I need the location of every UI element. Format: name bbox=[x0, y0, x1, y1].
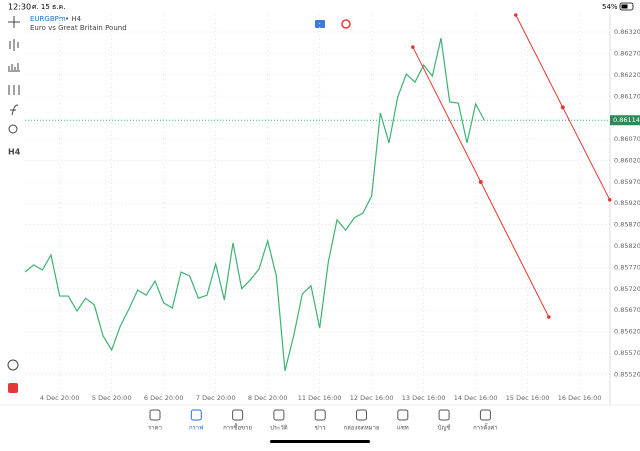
trendline-handle bbox=[547, 315, 551, 319]
nav-icon[interactable] bbox=[438, 409, 450, 421]
nav-label[interactable]: แชท bbox=[397, 425, 409, 432]
x-tick-label: 13 Dec 16:00 bbox=[402, 394, 446, 402]
nav-label[interactable]: กล่องจดหมาย bbox=[343, 425, 379, 432]
y-tick-label: 0.85570 bbox=[614, 349, 640, 357]
x-tick-label: 5 Dec 20:00 bbox=[92, 394, 132, 402]
price-line bbox=[24, 37, 485, 372]
y-tick-label: 0.86220 bbox=[614, 71, 640, 79]
nav-label[interactable]: กราฟ bbox=[189, 425, 203, 432]
nav-label[interactable]: ราคา bbox=[148, 425, 162, 432]
nav-icon[interactable] bbox=[356, 409, 367, 421]
y-tick-label: 0.85770 bbox=[614, 263, 640, 271]
bottom-icon[interactable] bbox=[7, 359, 19, 371]
y-tick-label: 0.86020 bbox=[614, 156, 640, 164]
y-tick-label: 0.86170 bbox=[614, 92, 640, 100]
current-price-box bbox=[610, 115, 640, 126]
nav-label[interactable]: การตั้งค่า bbox=[473, 422, 497, 432]
y-tick-label: 0.85920 bbox=[614, 199, 640, 207]
y-tick-label: 0.85720 bbox=[614, 285, 640, 293]
x-tick-label: 4 Dec 20:00 bbox=[40, 394, 80, 402]
y-tick-label: 0.85970 bbox=[614, 178, 640, 186]
nav-icon[interactable] bbox=[232, 409, 244, 421]
status-battery: 54% bbox=[602, 3, 618, 11]
y-tick-label: 0.85820 bbox=[614, 242, 640, 250]
x-tick-label: 15 Dec 16:00 bbox=[506, 394, 550, 402]
x-tick-label: 16 Dec 16:00 bbox=[558, 394, 602, 402]
nav-label[interactable]: ข่าว bbox=[315, 425, 326, 432]
nav-label[interactable]: บัญชี bbox=[438, 424, 451, 432]
nav-icon[interactable] bbox=[314, 409, 326, 421]
toolbar-icons bbox=[7, 16, 20, 371]
y-tick-label: 0.86070 bbox=[614, 135, 640, 143]
battery-icon bbox=[619, 2, 634, 11]
timeframe-button[interactable]: H4 bbox=[8, 148, 21, 157]
status-date: ศ. 15 ธ.ค. bbox=[32, 3, 65, 11]
trendline-handle bbox=[411, 45, 415, 49]
x-tick-label: 6 Dec 20:00 bbox=[144, 394, 184, 402]
symbol: EURGBPm bbox=[30, 15, 66, 23]
nav-icon[interactable] bbox=[190, 409, 202, 421]
nav-icon[interactable] bbox=[273, 409, 285, 421]
x-tick-label: 12 Dec 16:00 bbox=[350, 394, 394, 402]
y-tick-label: 0.85670 bbox=[614, 306, 640, 314]
timeframe: • H4 bbox=[65, 15, 82, 23]
current-price-label: 0.86114 bbox=[613, 116, 640, 124]
trendline-handle bbox=[607, 198, 612, 202]
x-tick-label: 14 Dec 16:00 bbox=[454, 394, 498, 402]
indicator-icon[interactable] bbox=[8, 63, 20, 72]
crosshair-icon[interactable] bbox=[8, 16, 20, 28]
y-tick-label: 0.85620 bbox=[614, 328, 640, 336]
symbol-description: Euro vs Great Britain Pound bbox=[30, 24, 127, 32]
trendline-midpoint bbox=[560, 105, 565, 110]
trendline-midpoint bbox=[478, 180, 483, 185]
y-tick-label: 0.85870 bbox=[614, 221, 640, 229]
battery-level bbox=[621, 4, 628, 9]
nav-label[interactable]: ประวัติ bbox=[270, 425, 288, 432]
y-tick-label: 0.86270 bbox=[614, 50, 640, 58]
trendline-handle bbox=[513, 13, 518, 17]
x-tick-label: 7 Dec 20:00 bbox=[196, 394, 236, 402]
x-tick-label: 11 Dec 16:00 bbox=[298, 394, 342, 402]
buy-button[interactable] bbox=[341, 19, 351, 29]
x-tick-label: 8 Dec 20:00 bbox=[248, 394, 288, 402]
function-icon[interactable] bbox=[10, 104, 19, 116]
nav-label[interactable]: การซื้อขาย bbox=[223, 422, 252, 432]
home-indicator bbox=[270, 440, 370, 443]
signal-icon[interactable] bbox=[8, 383, 18, 393]
nav-icon[interactable] bbox=[479, 409, 491, 421]
status-time: 12:30 bbox=[8, 3, 31, 12]
y-tick-label: 0.85520 bbox=[614, 370, 640, 378]
chart-type-icon[interactable] bbox=[9, 39, 19, 51]
y-tick-label: 0.86320 bbox=[614, 28, 640, 36]
settings-icon[interactable] bbox=[8, 85, 20, 95]
nav-icon[interactable] bbox=[149, 409, 161, 421]
objects-icon[interactable] bbox=[8, 124, 18, 134]
nav-icon[interactable] bbox=[397, 409, 409, 421]
left-toolbar bbox=[0, 14, 22, 405]
